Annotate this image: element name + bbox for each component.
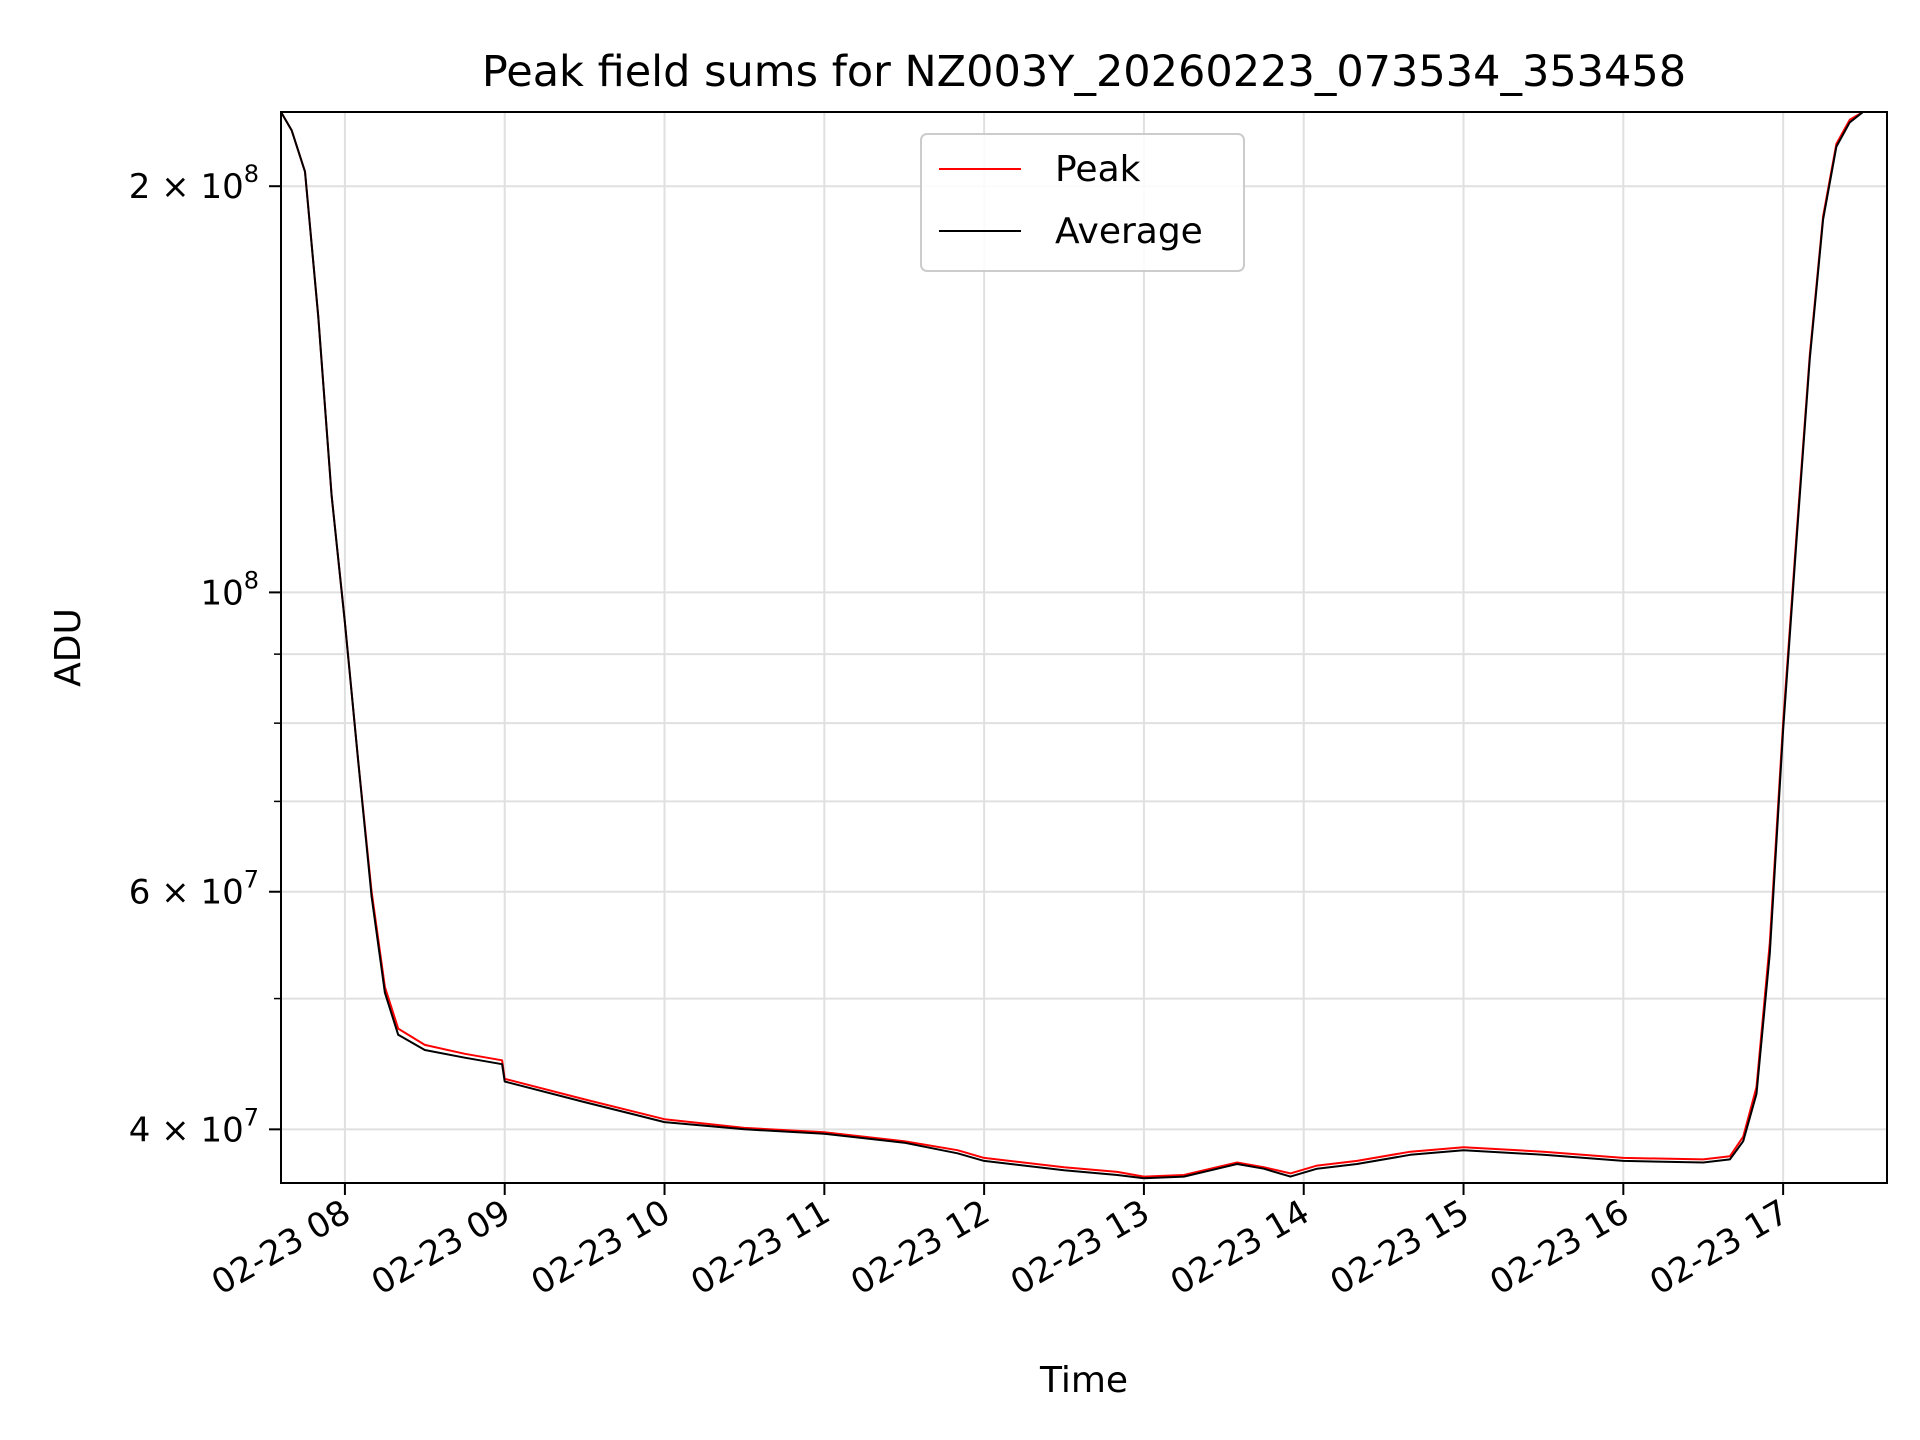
legend: Peak Average bbox=[920, 133, 1245, 272]
y-tick-label: 2 × 108 bbox=[129, 160, 259, 207]
x-axis-title: Time bbox=[1039, 1360, 1128, 1401]
y-tick-label: 108 bbox=[200, 566, 259, 613]
y-axis: 4 × 107 6 × 107 108 2 × 108 bbox=[129, 160, 281, 1150]
grid bbox=[281, 112, 1887, 1183]
y-tick-label: 6 × 107 bbox=[129, 866, 259, 913]
y-axis-title: ADU bbox=[48, 608, 89, 687]
y-tick-label: 4 × 107 bbox=[129, 1103, 259, 1150]
legend-label-average: Average bbox=[1055, 211, 1203, 252]
plot-frame bbox=[280, 111, 1888, 1184]
legend-label-peak: Peak bbox=[1055, 149, 1141, 190]
series-group bbox=[280, 111, 1887, 1180]
chart-title: Peak field sums for NZ003Y_20260223_0735… bbox=[482, 47, 1686, 97]
series-line-average bbox=[280, 111, 1887, 1180]
